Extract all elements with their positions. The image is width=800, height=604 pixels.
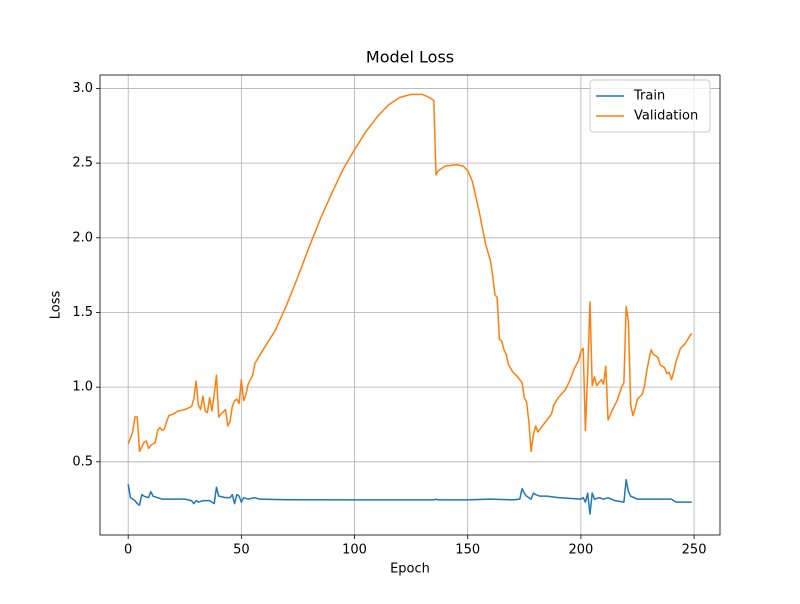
chart-title: Model Loss: [366, 48, 454, 67]
line: [127, 93, 693, 453]
legend-frame: [589, 79, 711, 133]
y-tick-label: 1.0: [72, 380, 93, 395]
y-tick-label: 1.5: [72, 305, 93, 320]
legend-label: Train: [633, 89, 665, 104]
line: [127, 478, 692, 515]
legend-label: Validation: [634, 109, 698, 124]
y-tick-label: 2.0: [72, 230, 93, 245]
x-tick-label: 100: [342, 543, 367, 558]
x-axis-label: Epoch: [390, 562, 430, 577]
axes-frame: [99, 74, 721, 536]
x-tick-label: 0: [124, 543, 132, 558]
x-tick-label: 250: [682, 543, 707, 558]
y-tick-label: 0.5: [72, 454, 93, 469]
x-tick-label: 200: [568, 543, 593, 558]
legend: Train Validation: [589, 79, 711, 133]
x-tick-label: 150: [455, 543, 480, 558]
y-axis-label: Loss: [49, 291, 64, 320]
y-tick-label: 3.0: [72, 81, 93, 96]
x-tick-label: 50: [233, 543, 250, 558]
y-tick-label: 2.5: [72, 156, 93, 171]
